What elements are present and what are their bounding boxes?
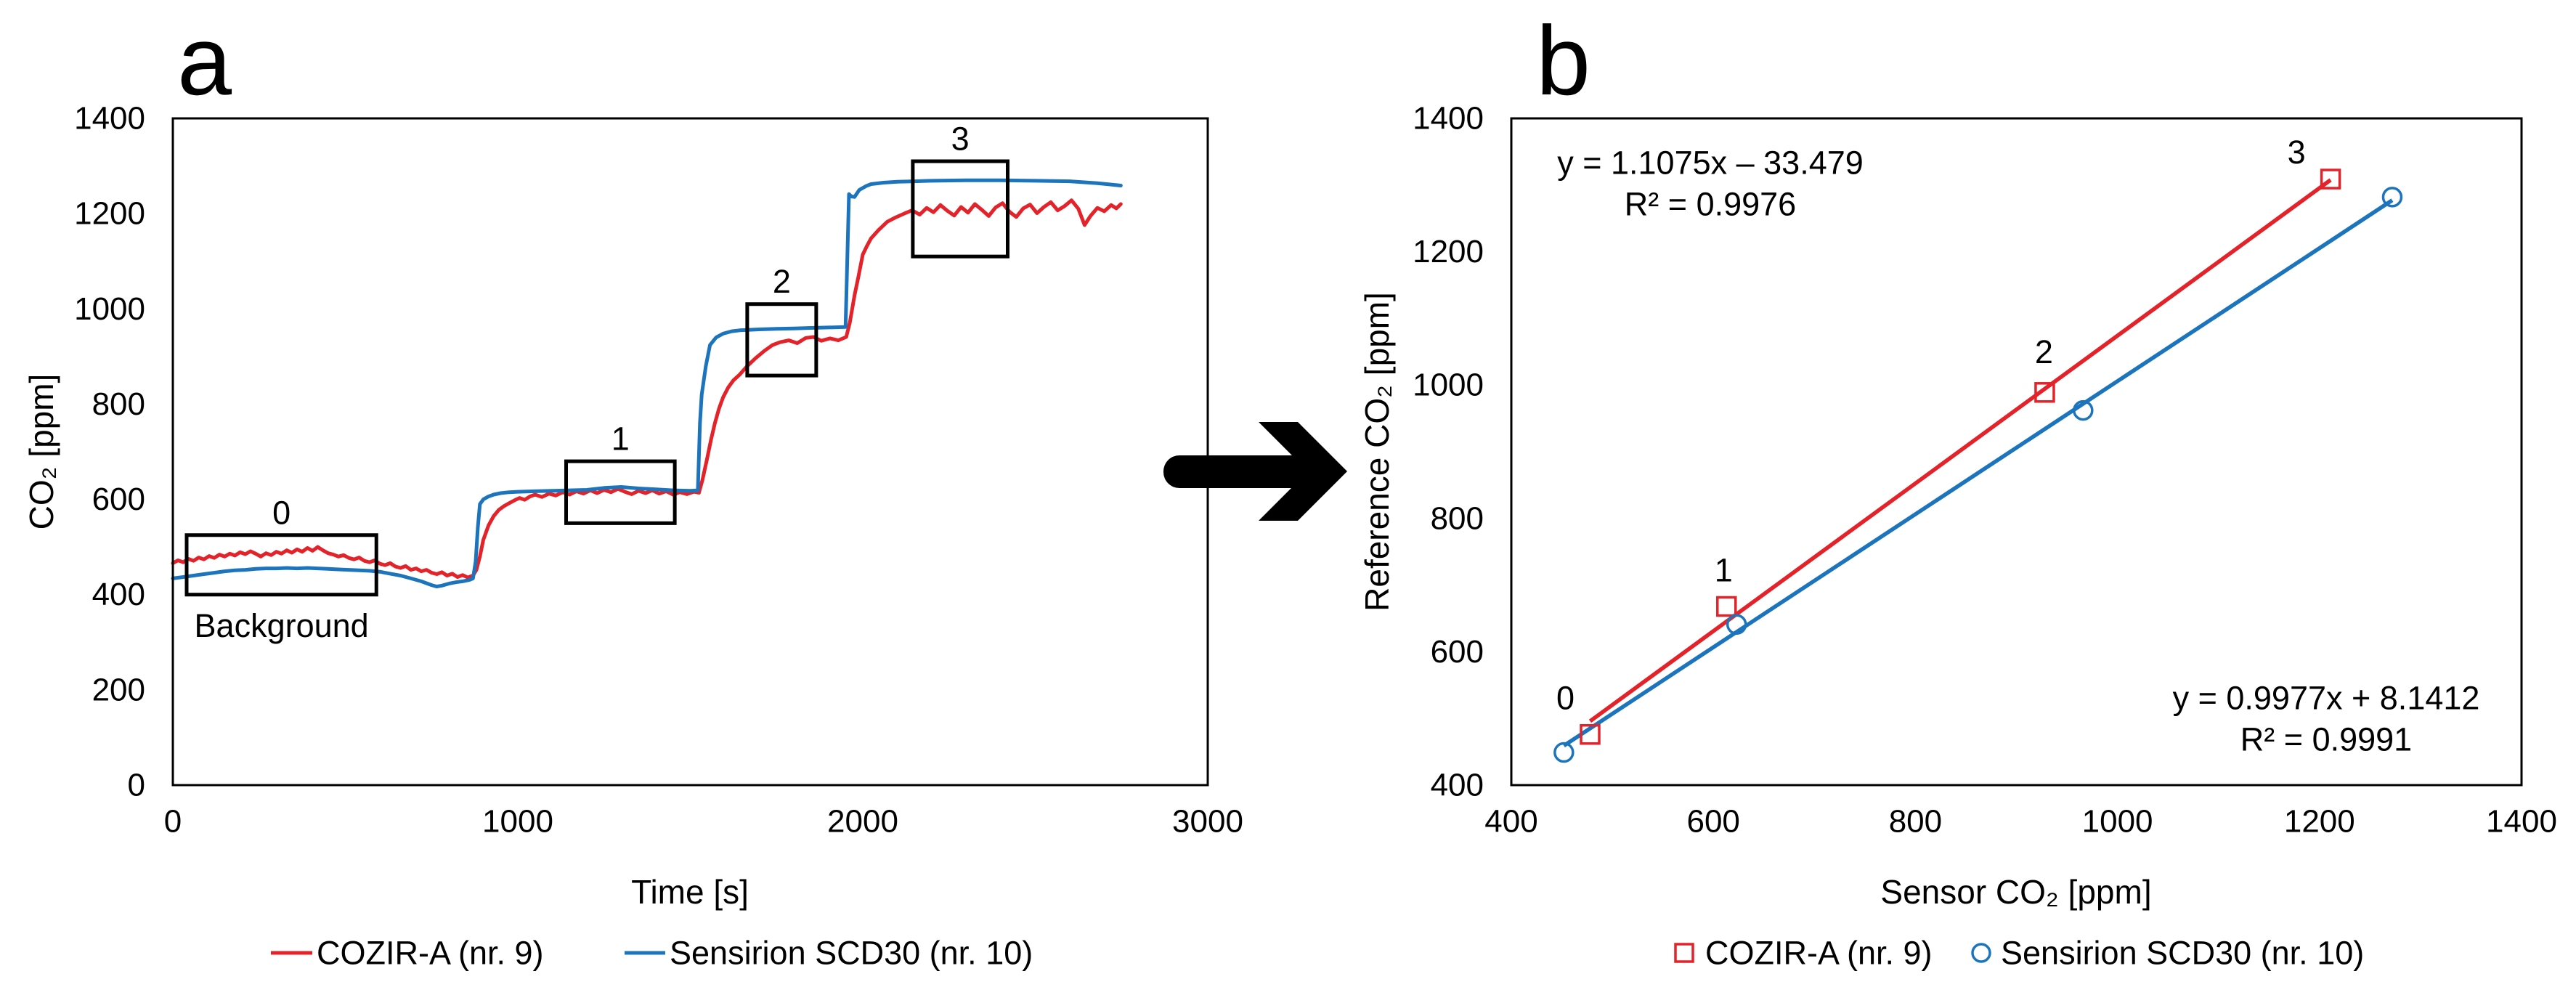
panel-b-trendlines <box>1562 178 2394 748</box>
trendline-sensirion-scd30-nr-10 <box>1562 198 2394 748</box>
point-sensirion-scd30-nr-10-2 <box>2073 399 2094 421</box>
annotation-label-1: 1 <box>612 421 630 458</box>
trendline-equation-cozir-a: y = 1.1075x – 33.479 <box>1557 145 1864 182</box>
y-tick-label: 200 <box>92 672 145 707</box>
y-tick-label: 0 <box>128 768 145 803</box>
y-tick-label: 400 <box>92 577 145 612</box>
panel-a-legend: COZIR-A (nr. 9) Sensirion SCD30 (nr. 10) <box>271 935 1033 972</box>
trendline-equation-sensirion-scd30: y = 0.9977x + 8.1412 <box>2173 680 2480 717</box>
x-tick-label: 0 <box>164 804 182 840</box>
legend-label-sensirion-scd30: Sensirion SCD30 (nr. 10) <box>2001 935 2364 972</box>
legend-marker-square-icon <box>1674 943 1694 963</box>
annotation-label-0: 0 <box>272 494 290 531</box>
y-tick-label: 800 <box>92 386 145 422</box>
point-sensirion-scd30-nr-10-1 <box>1726 614 1747 635</box>
legend-label-sensirion-scd30: Sensirion SCD30 (nr. 10) <box>670 935 1033 972</box>
panel-a-y-tick-labels: 0 200 400 600 800 1000 1200 1400 <box>74 101 145 803</box>
panel-a-x-tick-labels: 0 1000 2000 3000 <box>164 804 1243 840</box>
x-tick-label: 1400 <box>2486 804 2557 840</box>
x-tick-label: 3000 <box>1172 804 1243 840</box>
panel-a-x-axis-title: Time [s] <box>631 873 749 911</box>
annotation-box-3 <box>911 159 1009 259</box>
panel-a-series-lines <box>171 178 1123 589</box>
trendline-r2-cozir-a: R² = 0.9976 <box>1625 186 1796 223</box>
annotation-note-background: Background <box>195 607 369 644</box>
panel-a-plot-frame <box>171 117 1209 787</box>
annotation-box-1 <box>564 459 677 525</box>
y-tick-label: 800 <box>1431 500 1484 536</box>
series-line-cozir-a-nr-9 <box>171 198 1123 580</box>
x-tick-label: 800 <box>1889 804 1942 840</box>
y-tick-label: 1200 <box>1413 234 1484 269</box>
point-cozir-a-nr-9-1 <box>1716 596 1737 617</box>
y-tick-label: 1000 <box>1413 368 1484 403</box>
x-tick-label: 600 <box>1686 804 1739 840</box>
point-label-1: 1 <box>1715 551 1733 588</box>
point-sensirion-scd30-nr-10-3 <box>2381 187 2403 208</box>
panel-b-plot-frame <box>1510 117 2523 787</box>
panel-label-a: a <box>177 6 232 115</box>
y-tick-label: 1200 <box>74 196 145 232</box>
point-label-2: 2 <box>2035 333 2053 370</box>
x-tick-label: 400 <box>1484 804 1537 840</box>
panel-b-y-tick-labels: 400 600 800 1000 1200 1400 <box>1413 101 1484 803</box>
trendline-r2-sensirion-scd30: R² = 0.9991 <box>2240 721 2412 758</box>
annotation-label-2: 2 <box>773 263 791 300</box>
x-tick-label: 1200 <box>2284 804 2355 840</box>
x-tick-label: 1000 <box>2082 804 2153 840</box>
point-cozir-a-nr-9-2 <box>2034 382 2055 403</box>
point-sensirion-scd30-nr-10-0 <box>1553 742 1575 763</box>
y-tick-label: 1400 <box>74 101 145 137</box>
x-tick-label: 1000 <box>482 804 553 840</box>
panel-b-y-axis-title: Reference CO₂ [ppm] <box>1358 292 1396 612</box>
panel-b-x-tick-labels: 400 600 800 1000 1200 1400 <box>1484 804 2557 840</box>
panel-b-markers <box>1553 168 2403 763</box>
arrow-head <box>1259 422 1347 521</box>
series-line-sensirion-scd30-nr-10 <box>171 178 1123 589</box>
arrow-shaft <box>1163 455 1315 488</box>
panel-label-b: b <box>1536 6 1590 115</box>
x-tick-label: 2000 <box>827 804 898 840</box>
legend-marker-circle-icon <box>1971 943 1991 963</box>
point-label-3: 3 <box>2288 134 2306 171</box>
panel-a-y-axis-title: CO₂ [ppm] <box>23 374 60 530</box>
panel-b-x-axis-title: Sensor CO₂ [ppm] <box>1880 873 2151 911</box>
y-tick-label: 400 <box>1431 768 1484 803</box>
panel-a-annotations: 0 Background 1 2 3 <box>184 121 1009 644</box>
y-tick-label: 600 <box>92 482 145 517</box>
point-cozir-a-nr-9-3 <box>2320 168 2341 190</box>
annotation-box-0 <box>184 533 378 597</box>
panel-b-legend: COZIR-A (nr. 9) Sensirion SCD30 (nr. 10) <box>1674 935 2364 972</box>
panel-b-point-labels: 0 1 2 3 <box>1556 134 2306 717</box>
annotation-label-3: 3 <box>951 121 970 158</box>
panel-a: a 0 Background 1 2 3 0 200 400 600 800 1000 1200 14… <box>23 6 1243 972</box>
y-tick-label: 600 <box>1431 634 1484 670</box>
trendline-cozir-a-nr-9 <box>1588 178 2332 723</box>
point-label-0: 0 <box>1556 680 1575 717</box>
point-cozir-a-nr-9-0 <box>1580 723 1601 745</box>
y-tick-label: 1400 <box>1413 101 1484 137</box>
y-tick-label: 1000 <box>74 291 145 327</box>
legend-label-cozir-a: COZIR-A (nr. 9) <box>317 935 544 972</box>
annotation-box-2 <box>745 302 818 378</box>
legend-label-cozir-a: COZIR-A (nr. 9) <box>1705 935 1933 972</box>
right-arrow-icon <box>1163 422 1347 521</box>
